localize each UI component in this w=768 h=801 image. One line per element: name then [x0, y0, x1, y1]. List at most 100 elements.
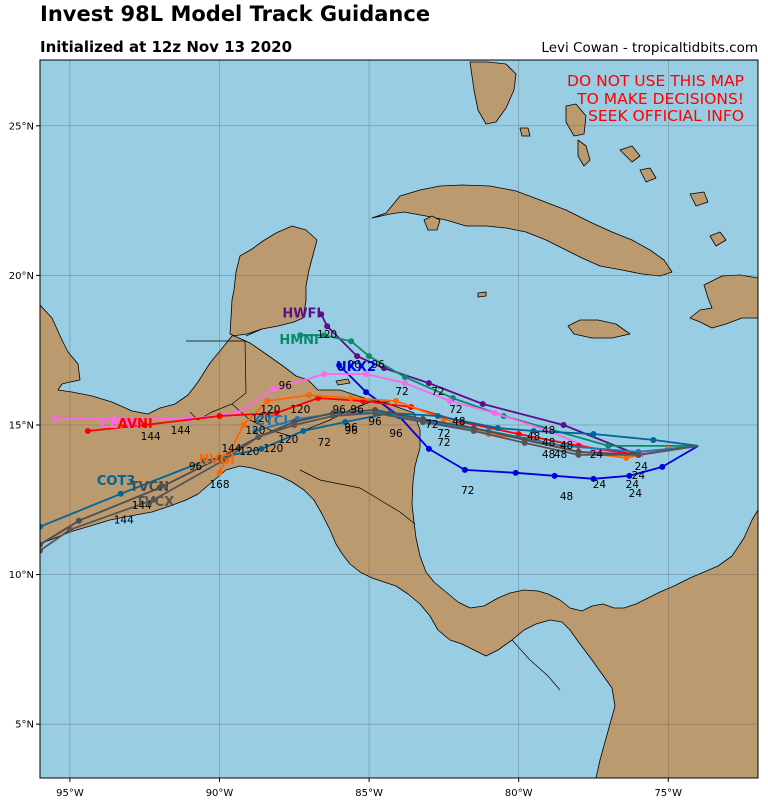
track-point-ukx2 — [551, 472, 558, 479]
land-cayman — [477, 291, 487, 298]
track-point-tvcx — [40, 547, 43, 554]
lat-tick-label: 25°N — [9, 121, 34, 132]
model-label-hwfi: HWFI — [282, 306, 321, 321]
track-point-ukx2 — [659, 463, 666, 470]
hour-label: 72 — [425, 419, 438, 431]
track-point-tvcx — [521, 439, 528, 446]
track-point-ukx2 — [512, 469, 519, 476]
track-point-cemn — [51, 416, 58, 422]
track-point-cot3 — [530, 427, 537, 434]
hour-label: 96 — [368, 416, 382, 428]
axis-ticks: 95°W 90°W 85°W 80°W 75°W 5°N 10°N 15°N 20°N 25°N — [9, 121, 682, 799]
track-point-avni — [141, 421, 148, 428]
track-point-cot3 — [650, 436, 657, 443]
hour-label: 24 — [632, 470, 646, 482]
track-point-tvcx — [219, 457, 226, 464]
lon-tick-label: 75°W — [654, 788, 682, 799]
hour-label: 48 — [542, 425, 555, 437]
hour-label: 48 — [542, 437, 555, 449]
track-point-hwfi — [324, 323, 331, 330]
land-bahamas-4 — [619, 145, 641, 163]
lat-tick-label: 15°N — [9, 420, 34, 431]
lat-tick-label: 10°N — [9, 570, 34, 581]
model-tracks — [40, 311, 699, 554]
track-point-ctci — [252, 427, 259, 434]
hour-label: 144 — [132, 500, 152, 512]
hour-label: 72 — [461, 485, 474, 497]
track-point-hmni — [366, 353, 373, 360]
credit-text: Levi Cowan - tropicaltidbits.com — [541, 40, 758, 56]
track-point-hmni — [321, 332, 328, 339]
hour-label: 96 — [347, 359, 361, 371]
track-point-ukx2 — [363, 389, 370, 396]
track-point-ukx2 — [626, 472, 633, 479]
track-point-cot3 — [40, 523, 43, 530]
hour-label: 48 — [560, 491, 573, 503]
land-jamaica — [567, 319, 631, 339]
border-panama — [511, 639, 561, 691]
track-point-tvcx — [150, 496, 157, 503]
track-point-ukx2 — [461, 466, 468, 473]
track-point-cot3 — [342, 418, 349, 425]
model-label-cot3: COT3 — [97, 474, 136, 489]
hour-label: 144 — [171, 425, 191, 437]
hour-label: 120 — [251, 413, 271, 425]
model-label-nvgi: NVGI — [199, 453, 235, 468]
hour-label: 144 — [221, 443, 241, 455]
track-point-tvcx — [66, 526, 73, 533]
track-point-nvgi — [216, 469, 223, 476]
track-point-hmni — [401, 374, 408, 381]
track-point-hwfi — [318, 311, 325, 318]
track-tvcn — [40, 409, 699, 546]
map-frame — [39, 59, 759, 779]
hour-label: 72 — [437, 437, 450, 449]
lon-tick-label: 80°W — [505, 788, 533, 799]
hour-label: 24 — [593, 479, 607, 491]
hour-label: 144 — [114, 515, 134, 527]
track-point-hmni — [297, 332, 304, 339]
track-point-cemn — [446, 398, 453, 405]
lat-tick-label: 20°N — [9, 271, 34, 282]
hour-label: 96 — [389, 428, 403, 440]
model-label-ukx2: UKX2 — [336, 360, 376, 375]
model-label-avni: AVNI — [118, 417, 153, 432]
track-point-hwfi — [560, 421, 567, 428]
hour-label: 48 — [527, 431, 540, 443]
hour-label: 96 — [344, 422, 358, 434]
track-point-tvcx — [635, 451, 642, 458]
track-point-nvgi — [393, 398, 400, 405]
border-nicaragua — [299, 469, 416, 525]
track-point-cemn — [401, 380, 408, 387]
track-point-nvgi — [240, 421, 247, 428]
track-point-cemn — [491, 410, 498, 417]
track-point-hwfi — [425, 380, 432, 387]
track-point-ukx2 — [336, 362, 343, 369]
hour-label: 168 — [209, 479, 229, 491]
hour-label: 96 — [344, 425, 358, 437]
warning-box: DO NOT USE THIS MAP TO MAKE DECISIONS! S… — [567, 72, 744, 125]
hour-label: 120 — [317, 329, 337, 341]
hour-label: 120 — [290, 404, 310, 416]
hour-label: 96 — [371, 359, 385, 371]
hour-label: 72 — [318, 437, 331, 449]
hour-label: 72 — [431, 386, 444, 398]
hour-label: 120 — [263, 443, 283, 455]
track-nvgi — [218, 394, 699, 474]
hour-label: 48 — [554, 449, 567, 461]
track-point-cemn — [321, 371, 328, 378]
hour-label: 24 — [626, 479, 640, 491]
lon-tick-label: 90°W — [206, 788, 234, 799]
land-cuba — [371, 184, 673, 277]
land-bahamas-6 — [689, 191, 709, 207]
model-label-hmni: HMNI — [279, 333, 319, 348]
land-isla-juventud — [423, 215, 441, 231]
hour-label: 96 — [189, 461, 203, 473]
land-bahamas-1 — [565, 103, 587, 137]
land-bay-islands — [335, 378, 351, 386]
border-belize — [245, 328, 263, 337]
hour-label: 72 — [449, 404, 462, 416]
hour-label: 24 — [635, 461, 649, 473]
land-bahamas-5 — [639, 167, 657, 183]
model-label-cemn: CEMN — [100, 417, 142, 432]
